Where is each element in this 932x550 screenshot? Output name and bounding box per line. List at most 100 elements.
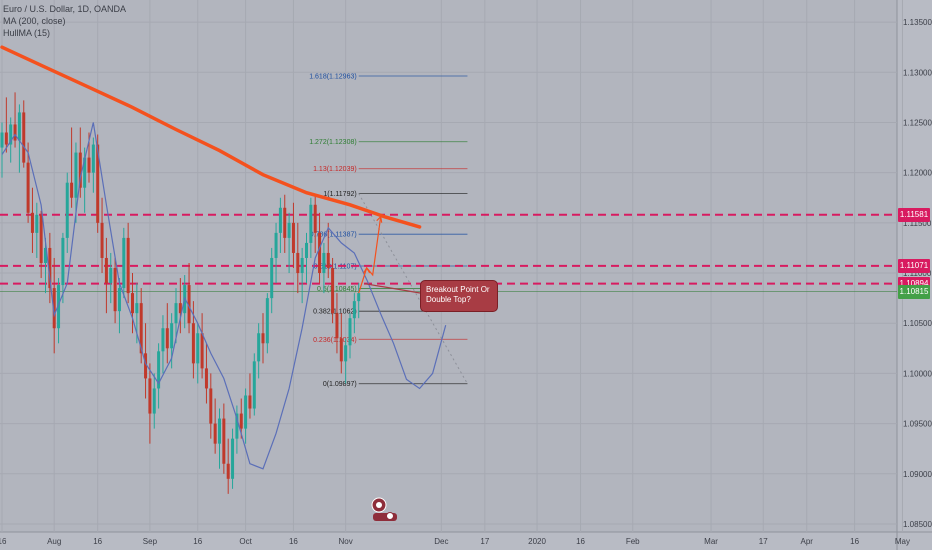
candle-body bbox=[96, 144, 100, 223]
candle-body bbox=[57, 285, 61, 329]
candle-body bbox=[117, 288, 121, 312]
candle-body bbox=[0, 132, 4, 148]
candle-body bbox=[126, 237, 130, 294]
ma-legend[interactable]: MA (200, close) bbox=[3, 16, 66, 26]
x-tick-label: Nov bbox=[339, 537, 353, 546]
candle-body bbox=[187, 285, 191, 324]
candle-body bbox=[278, 207, 282, 233]
candle-body bbox=[265, 298, 269, 344]
price-tag: 1.10815 bbox=[898, 284, 930, 299]
candle-body bbox=[331, 268, 335, 314]
candle-body bbox=[26, 162, 30, 213]
legend: Euro / U.S. Dollar, 1D, OANDA MA (200, c… bbox=[3, 3, 126, 39]
y-tick-label: 1.10000 bbox=[903, 369, 932, 378]
y-tick-label: 1.11500 bbox=[903, 219, 932, 228]
candle-body bbox=[239, 413, 243, 429]
candle-body bbox=[83, 157, 87, 188]
x-tick-label: 16 bbox=[289, 537, 298, 546]
candle-body bbox=[39, 214, 43, 263]
fib-level-label: 0.5(1.10845) bbox=[317, 286, 357, 293]
x-tick-label: 17 bbox=[480, 537, 489, 546]
candle-body bbox=[309, 204, 313, 243]
candle-body bbox=[104, 257, 108, 284]
candle-body bbox=[61, 237, 65, 286]
symbol-title[interactable]: Euro / U.S. Dollar, 1D, OANDA bbox=[3, 4, 127, 14]
candle-body bbox=[113, 268, 117, 312]
time-axis[interactable]: 16 Aug 16 Sep 16 Oct 16 Nov Dec 17 2020 16 Feb Mar 17 A… bbox=[0, 537, 910, 546]
candle-body bbox=[261, 333, 265, 344]
callout-line-2: Double Top? bbox=[426, 295, 471, 304]
fib-level-label: 0.618(1.1107) bbox=[314, 264, 357, 271]
y-tick-label: 1.09000 bbox=[903, 470, 932, 479]
candle-body bbox=[109, 268, 113, 284]
callout-note[interactable]: Breakout Point Or Double Top? bbox=[420, 280, 498, 312]
x-tick-label: 2020 bbox=[528, 537, 546, 546]
y-tick-label: 1.08500 bbox=[903, 520, 932, 529]
candle-body bbox=[218, 418, 221, 444]
candles bbox=[0, 92, 361, 494]
candle-body bbox=[48, 247, 52, 289]
candle-body bbox=[200, 333, 204, 369]
candle-body bbox=[318, 232, 322, 274]
candle-body bbox=[252, 361, 256, 409]
candle-body bbox=[91, 144, 95, 173]
x-tick-label: Mar bbox=[704, 537, 718, 546]
candle-body bbox=[283, 207, 287, 238]
candle-body bbox=[296, 252, 300, 274]
y-tick-label: 1.13000 bbox=[903, 68, 932, 77]
fib-level-label: 1(1.11792) bbox=[323, 191, 356, 198]
x-tick-label: May bbox=[895, 537, 910, 546]
candle-body bbox=[100, 222, 104, 258]
candle-body bbox=[226, 463, 230, 479]
candle-body bbox=[313, 204, 317, 233]
candle-body bbox=[9, 124, 13, 145]
y-tick-label: 1.12500 bbox=[903, 118, 932, 127]
candle-body bbox=[248, 395, 252, 409]
candle-body bbox=[170, 323, 174, 349]
candle-body bbox=[196, 333, 200, 364]
candle-body bbox=[287, 222, 291, 238]
ma200-line bbox=[0, 45, 422, 229]
candle-body bbox=[135, 303, 139, 314]
candle-body bbox=[213, 423, 217, 444]
x-tick-label: Oct bbox=[239, 537, 252, 546]
fib-level-label: 0.786(1.11387) bbox=[310, 232, 357, 239]
fib-level-label: 0(1.09897) bbox=[323, 381, 357, 388]
price-tag: 1.11581 bbox=[898, 207, 930, 222]
logo-dot-icon bbox=[376, 502, 382, 508]
candle-body bbox=[4, 132, 8, 145]
candle-body bbox=[70, 182, 74, 198]
candle-body bbox=[348, 318, 352, 346]
candle-body bbox=[87, 157, 91, 173]
y-tick-label: 1.12000 bbox=[903, 169, 932, 178]
candle-body bbox=[74, 152, 78, 198]
projection-arrows bbox=[358, 215, 421, 294]
candle-body bbox=[335, 313, 339, 339]
candle-body bbox=[139, 303, 143, 354]
candle-body bbox=[22, 112, 26, 163]
tradingview-logo-icon[interactable] bbox=[371, 497, 397, 521]
fib-trendline bbox=[358, 193, 468, 384]
projection-path bbox=[358, 216, 382, 294]
candle-body bbox=[326, 252, 330, 269]
price-axis[interactable]: 1.13500 1.13000 1.12500 1.12000 1.11500 1.110… bbox=[903, 18, 932, 529]
x-tick-label: 17 bbox=[759, 537, 768, 546]
y-tick-label: 1.10500 bbox=[903, 319, 932, 328]
x-tick-label: 16 bbox=[0, 537, 7, 546]
candle-body bbox=[300, 257, 304, 274]
callout-line-1: Breakout Point Or bbox=[426, 285, 490, 294]
fib-level-label: 1.272(1.12308) bbox=[309, 139, 356, 146]
x-tick-label: 16 bbox=[193, 537, 202, 546]
y-tick-label: 1.11000 bbox=[903, 269, 932, 278]
candle-body bbox=[178, 303, 182, 314]
fibonacci-levels: 1.618(1.12963) 1.272(1.12308) 1.13(1.12039… bbox=[309, 73, 468, 388]
fib-level-label: 1.13(1.12039) bbox=[313, 166, 357, 173]
candle-body bbox=[191, 323, 195, 364]
candle-body bbox=[244, 395, 248, 429]
x-tick-label: Apr bbox=[801, 537, 814, 546]
candle-body bbox=[257, 333, 261, 362]
candle-body bbox=[157, 351, 161, 389]
hull-legend[interactable]: HullMA (15) bbox=[3, 28, 51, 38]
